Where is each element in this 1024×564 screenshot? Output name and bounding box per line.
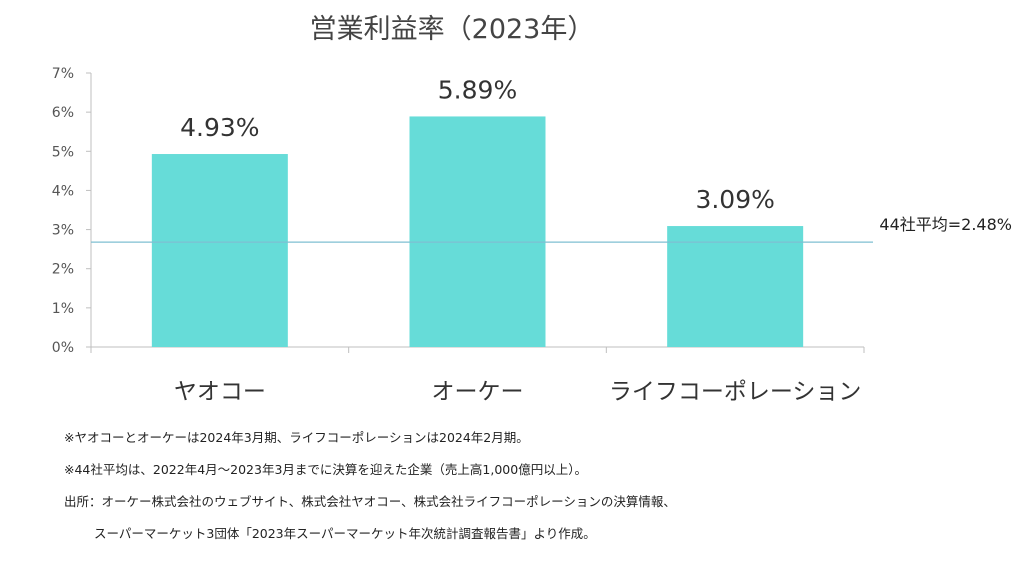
x-tick-label: ライフコーポレーション: [609, 379, 862, 405]
y-tick-label: 0%: [52, 340, 74, 356]
x-axis: ヤオコー オーケー ライフコーポレーション: [90, 346, 865, 405]
bar: [667, 226, 804, 347]
y-tick-label: 4%: [52, 183, 74, 199]
y-tick-label: 3%: [52, 223, 74, 239]
data-label: 5.89%: [438, 75, 517, 104]
y-tick-label: 6%: [52, 105, 74, 121]
x-tick-label: ヤオコー: [174, 379, 266, 405]
bars: 4.93% 5.89% 3.09%: [151, 75, 804, 347]
y-tick-label: 7%: [52, 66, 74, 82]
bar: [409, 116, 546, 347]
average-reference: 44社平均=2.48%: [91, 215, 1012, 243]
data-label: 3.09%: [695, 185, 774, 214]
footnote-source-continued: スーパーマーケット3団体「2023年スーパーマーケット年次統計調査報告書」より作…: [94, 526, 596, 541]
data-label: 4.93%: [180, 113, 259, 142]
y-tick-label: 2%: [52, 262, 74, 278]
average-label: 44社平均=2.48%: [879, 215, 1012, 234]
y-tick-label: 1%: [52, 301, 74, 317]
footnote-fiscal-period: ※ヤオコーとオーケーは2024年3月期、ライフコーポレーションは2024年2月期…: [64, 430, 529, 445]
footnote-source: 出所：オーケー株式会社のウェブサイト、株式会社ヤオコー、株式会社ライフコーポレー…: [64, 494, 676, 509]
y-axis: 0% 1% 2% 3% 4% 5% 6% 7%: [52, 66, 92, 356]
bar-chart: 営業利益率（2023年） 0% 1% 2% 3% 4% 5% 6% 7% ヤオコー オーケー ライ…: [52, 14, 1012, 405]
bar: [151, 154, 288, 347]
footnote-average-definition: ※44社平均は、2022年4月～2023年3月までに決算を迎えた企業（売上高1,…: [64, 462, 587, 477]
chart-title: 営業利益率（2023年）: [310, 14, 595, 45]
x-tick-label: オーケー: [432, 379, 524, 405]
y-tick-label: 5%: [52, 144, 74, 160]
